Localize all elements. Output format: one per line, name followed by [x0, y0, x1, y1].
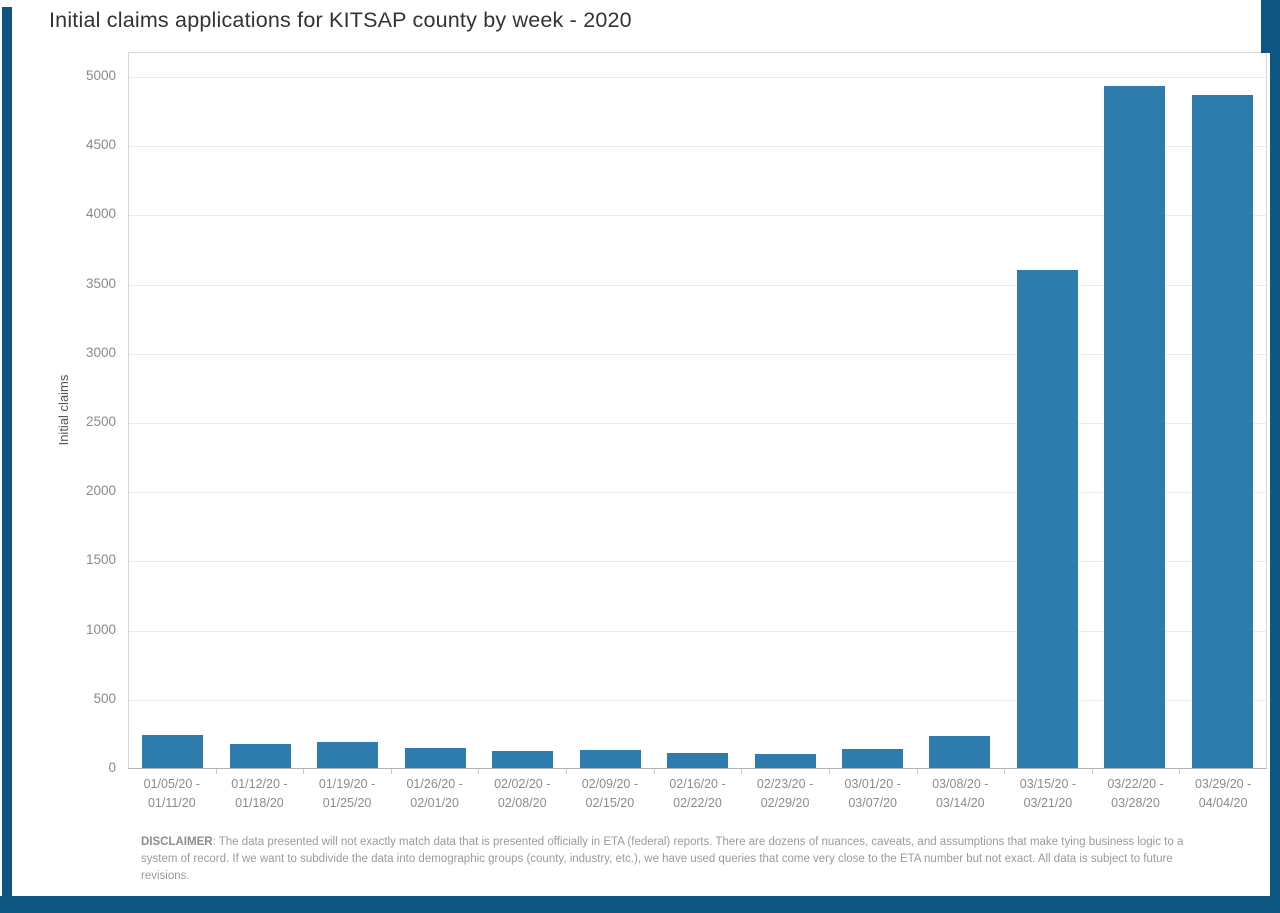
bar[interactable]	[754, 754, 816, 768]
axis-tick	[741, 769, 743, 774]
gridline	[129, 561, 1266, 563]
x-tick-label: 02/16/20 -02/22/20	[669, 777, 726, 810]
chart-title: Initial claims applications for KITSAP c…	[49, 8, 632, 32]
x-tick-label: 02/09/20 -02/15/20	[581, 777, 638, 810]
bar-slot	[391, 53, 478, 768]
gridline	[129, 699, 1266, 701]
frame-border-right	[1270, 52, 1280, 913]
bar[interactable]	[929, 736, 991, 768]
bar[interactable]	[1104, 85, 1166, 768]
gridline	[129, 146, 1266, 148]
bar-slot	[304, 53, 391, 768]
gridline	[129, 492, 1266, 494]
y-tick-label: 4000	[85, 206, 116, 222]
gridline	[129, 284, 1266, 286]
x-tick-label: 01/19/20 -01/25/20	[318, 777, 376, 810]
gridline	[129, 630, 1266, 632]
axis-tick	[828, 769, 830, 774]
x-tick-label: 02/23/20 -02/29/20	[756, 777, 814, 810]
y-tick-label: 2500	[85, 414, 116, 429]
y-tick-label: 500	[93, 690, 116, 706]
plot-area	[128, 52, 1267, 769]
bar-slot	[129, 53, 216, 768]
y-tick-label: 3000	[85, 344, 116, 360]
axis-tick	[566, 769, 568, 774]
x-tick-label: 03/15/20 -03/21/20	[1019, 777, 1077, 810]
frame-border-bottom	[0, 896, 1280, 913]
disclaimer: DISCLAIMER: The data presented will not …	[141, 834, 1221, 885]
y-tick-label: 5000	[85, 68, 116, 83]
x-tick-label: 01/26/20 -02/01/20	[406, 777, 463, 810]
bar[interactable]	[317, 741, 379, 768]
disclaimer-text: : The data presented will not exactly ma…	[141, 836, 1184, 882]
bar[interactable]	[1191, 95, 1253, 768]
bar[interactable]	[841, 748, 903, 768]
y-tick-label: 0	[108, 760, 116, 775]
bar[interactable]	[667, 752, 729, 768]
frame-border-right-top	[1261, 0, 1280, 53]
bar-slot	[654, 53, 741, 768]
bars	[129, 53, 1266, 768]
x-tick-label: 01/12/20 -01/18/20	[231, 777, 288, 810]
bar[interactable]	[142, 735, 204, 768]
x-axis-ticks: 01/05/20 -01/11/20 01/12/20 -01/18/20 01/1…	[128, 775, 1267, 813]
gridline	[129, 423, 1266, 424]
bar-slot	[829, 53, 916, 768]
bar-slot	[1179, 53, 1266, 768]
y-tick-label: 3500	[85, 275, 116, 291]
disclaimer-label: DISCLAIMER	[141, 836, 213, 848]
gridline	[129, 77, 1266, 78]
x-tick-label: 03/29/20 -04/04/20	[1194, 777, 1252, 810]
axis-tick	[1179, 769, 1181, 774]
frame-border-left	[2, 7, 12, 913]
axis-tick	[478, 769, 480, 774]
bar-slot	[216, 53, 303, 768]
y-tick-label: 2000	[85, 483, 116, 499]
bar-slot	[1091, 53, 1178, 768]
axis-tick	[390, 769, 392, 774]
bar[interactable]	[1016, 269, 1078, 768]
axis-tick	[1004, 769, 1006, 774]
y-tick-label: 1000	[85, 621, 116, 637]
x-tick-label: 03/08/20 -03/14/20	[932, 777, 989, 810]
x-tick-label: 02/02/20 -02/08/20	[494, 777, 551, 810]
bar[interactable]	[404, 747, 466, 768]
x-tick-label: 01/05/20 -01/11/20	[143, 777, 200, 810]
axis-tick	[1091, 769, 1093, 774]
bar-slot	[741, 53, 828, 768]
bar[interactable]	[579, 750, 641, 768]
axis-tick	[916, 769, 918, 774]
x-tick-label: 03/22/20 -03/28/20	[1107, 777, 1164, 810]
bar-slot	[1004, 53, 1091, 768]
bar[interactable]	[229, 743, 291, 768]
bar-slot	[916, 53, 1003, 768]
gridline	[129, 215, 1266, 217]
y-tick-label: 4500	[85, 137, 116, 153]
bar[interactable]	[492, 750, 554, 768]
axis-tick	[215, 769, 217, 774]
bar-slot	[566, 53, 653, 768]
gridline	[129, 353, 1266, 355]
y-tick-label: 1500	[85, 552, 116, 568]
x-tick-label: 03/01/20 -03/07/20	[844, 777, 901, 810]
axis-tick	[303, 769, 305, 774]
axis-tick	[653, 769, 655, 774]
bar-slot	[479, 53, 566, 768]
